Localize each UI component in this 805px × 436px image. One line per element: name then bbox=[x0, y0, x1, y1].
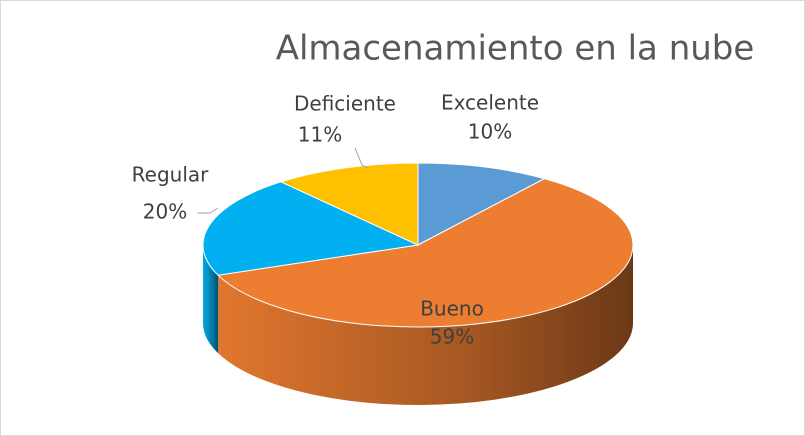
chart-title: Almacenamiento en la nube bbox=[276, 29, 755, 69]
slice-side-shade bbox=[203, 245, 219, 354]
slice bbox=[417, 162, 546, 246]
category-label: Deficiente bbox=[294, 92, 396, 116]
leader-line bbox=[197, 207, 219, 214]
slice bbox=[217, 178, 634, 328]
value-label: 20% bbox=[143, 200, 187, 224]
slice-side-shade bbox=[218, 245, 633, 405]
slice bbox=[202, 181, 420, 276]
labels: Excelente 10% Bueno 59% Regular 20% Deficiente… bbox=[132, 91, 539, 349]
slice bbox=[279, 162, 419, 246]
value-label: 10% bbox=[468, 120, 512, 144]
category-label: Regular bbox=[132, 163, 209, 187]
category-label: Excelente bbox=[441, 91, 539, 115]
value-label: 11% bbox=[298, 123, 342, 147]
pie bbox=[202, 162, 634, 405]
leader-line bbox=[354, 147, 369, 169]
category-label: Bueno bbox=[420, 297, 484, 321]
value-label: 59% bbox=[430, 325, 474, 349]
